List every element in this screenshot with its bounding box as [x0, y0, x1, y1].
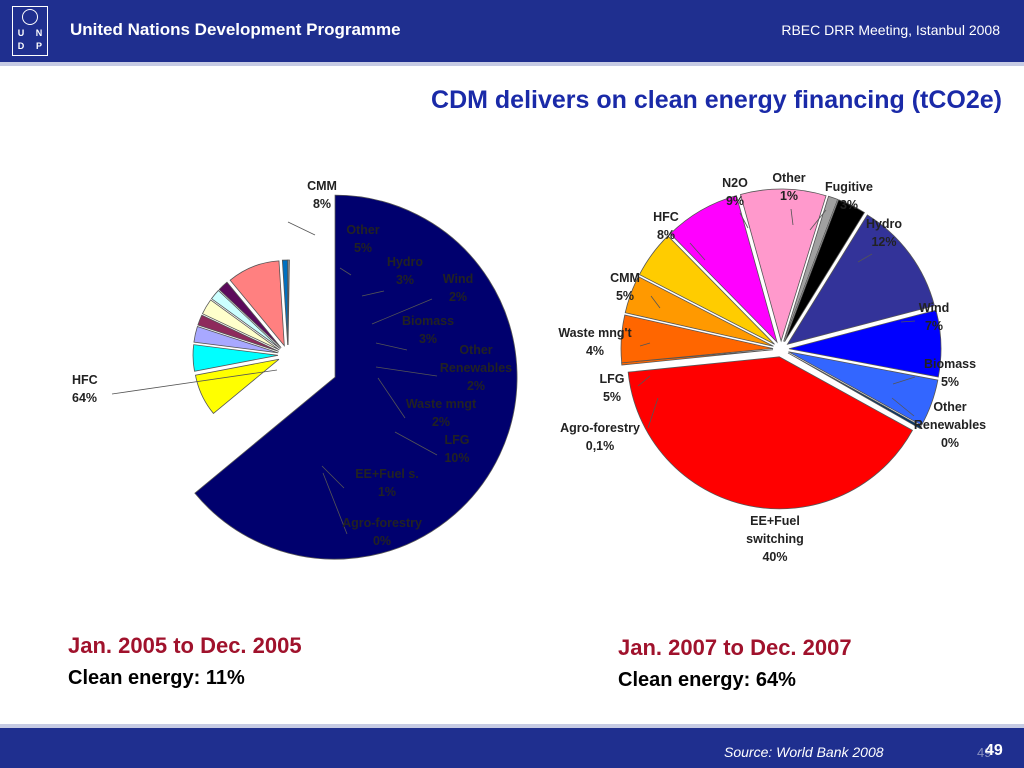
- pie-1-leader-biomass: [892, 376, 916, 385]
- pie-1-slice-hfc: [669, 195, 778, 344]
- header-bar: U N D P United Nations Development Progr…: [0, 0, 1024, 62]
- pie-1-leader-other-renewables: [891, 397, 915, 417]
- pie-1-label-waste-mng-t: Waste mng't 4%: [558, 326, 632, 358]
- pie-0-label-waste-mngt: Waste mngt 2%: [406, 397, 477, 429]
- source-note: Source: World Bank 2008: [724, 744, 884, 760]
- pie-1-label-fugitive: Fugitive 3%: [825, 180, 873, 212]
- pie-0-label-other-renewables: Other Renewables 2%: [440, 343, 512, 393]
- clean-energy-2007: Clean energy: 64%: [618, 669, 796, 691]
- pie-1-leader-agro-forestry: [647, 397, 659, 429]
- organization-name: United Nations Development Programme: [70, 20, 401, 39]
- pie-1-slice-ee-fuel-switching: [627, 356, 913, 510]
- footer-divider: [0, 724, 1024, 728]
- pie-0-leader-lfg: [394, 431, 438, 456]
- pie-0-leader-hydro: [361, 290, 385, 297]
- pie-1-slice-lfg: [620, 314, 774, 364]
- pie-1-slice-other: [783, 195, 839, 342]
- pie-1-leader-fugitive: [809, 209, 827, 231]
- pie-0-leader-agro-forestry: [322, 472, 348, 535]
- logo-letter: N: [35, 28, 43, 38]
- pie-1-slice-waste-mng-t: [624, 276, 774, 347]
- pie-0-slice-lfg: [229, 260, 285, 347]
- pie-0-leader-wind: [371, 298, 433, 325]
- undp-logo: U N D P: [12, 6, 48, 56]
- pie-0-leader-cmm: [287, 221, 316, 236]
- meeting-name: RBEC DRR Meeting, Istanbul 2008: [781, 22, 1000, 38]
- pie-1-slice-cmm: [638, 235, 775, 345]
- pie-1-slice-wind: [788, 309, 942, 378]
- pie-0-label-cmm: CMM 8%: [307, 179, 337, 211]
- pie-0-slice-other: [192, 344, 279, 372]
- pie-0-slice-waste-mngt: [218, 281, 282, 349]
- pie-1-label-agro-forestry: Agro-forestry 0,1%: [560, 421, 640, 453]
- pie-0-label-agro-forestry: Agro-forestry 0%: [342, 516, 422, 548]
- header-divider: [0, 62, 1024, 66]
- page-number-shadow: 49: [977, 745, 992, 760]
- pie-1-leader-other: [790, 208, 794, 226]
- pie-0-leader-other-renewables: [375, 366, 438, 377]
- pie-0-label-lfg: LFG 10%: [444, 433, 469, 465]
- pie-0-slice-agro-forestry: [287, 259, 290, 346]
- period-2007: Jan. 2007 to Dec. 2007: [618, 635, 852, 660]
- pie-1-label-hydro: Hydro 12%: [866, 217, 902, 249]
- pie-1-label-hfc: HFC 8%: [653, 210, 679, 242]
- pie-0-label-biomass: Biomass 3%: [402, 314, 454, 346]
- pie-0-label-hydro: Hydro 3%: [387, 255, 423, 287]
- period-2005: Jan. 2005 to Dec. 2005: [68, 633, 302, 658]
- pie-1-slice-n2o: [740, 188, 827, 343]
- pie-0-leader-ee-fuel-s: [321, 465, 345, 489]
- pie-0-slice-biomass: [201, 299, 280, 351]
- un-emblem-icon: [22, 9, 38, 25]
- pie-1-slice-other-renewables: [787, 352, 922, 430]
- pie-0-leader-waste-mngt: [377, 377, 406, 419]
- pie-0-leader-biomass: [375, 342, 408, 351]
- pie-1-label-cmm: CMM 5%: [610, 271, 640, 303]
- pie-1-label-n2o: N2O 9%: [722, 176, 748, 208]
- pie-0-label-wind: Wind 2%: [443, 272, 473, 304]
- pie-1-leader-cmm: [650, 295, 661, 309]
- logo-letter: P: [35, 41, 42, 51]
- logo-letter: U: [17, 28, 25, 38]
- pie-1-leader-hfc: [689, 242, 706, 261]
- pie-1-leader-hydro: [857, 253, 873, 263]
- pie-0-label-other: Other 5%: [346, 223, 379, 255]
- pie-1-label-biomass: Biomass 5%: [924, 357, 976, 389]
- pie-1-slice-biomass: [788, 351, 939, 426]
- clean-energy-2005: Clean energy: 11%: [68, 667, 245, 689]
- pie-1-leader-lfg: [637, 375, 651, 387]
- pie-0-slice-wind: [197, 314, 279, 352]
- pie-1-leader-waste-mng-t: [639, 342, 651, 347]
- footer-bar: Source: World Bank 2008 49 49: [0, 728, 1024, 768]
- pie-0-slice-hydro: [193, 326, 279, 354]
- pie-1-slice-fugitive: [784, 199, 866, 343]
- pie-1-label-wind: Wind 7%: [919, 301, 949, 333]
- pie-1-label-other: Other 1%: [772, 171, 805, 203]
- pie-0-leader-hfc: [111, 369, 278, 395]
- pie-1-label-lfg: LFG 5%: [600, 372, 625, 404]
- pie-1-leader-n2o: [739, 212, 749, 229]
- pie-1-label-ee-fuel-switching: EE+Fuel switching 40%: [746, 514, 804, 564]
- logo-letter: D: [17, 41, 25, 51]
- slide-title: CDM delivers on clean energy financing (…: [431, 86, 1002, 114]
- pie-1-label-other-renewables: Other Renewables 0%: [914, 400, 986, 450]
- page-number: 49: [985, 742, 1003, 759]
- pie-0-leader-other: [339, 267, 352, 276]
- pie-0-label-hfc: HFC 64%: [72, 373, 98, 405]
- pie-0-slice-hfc: [194, 194, 518, 560]
- pie-0-label-ee-fuel-s: EE+Fuel s. 1%: [355, 467, 419, 499]
- pie-1-leader-wind: [900, 320, 916, 323]
- pie-0-slice-other-renewables: [210, 289, 281, 349]
- pie-1-slice-hydro: [786, 214, 935, 345]
